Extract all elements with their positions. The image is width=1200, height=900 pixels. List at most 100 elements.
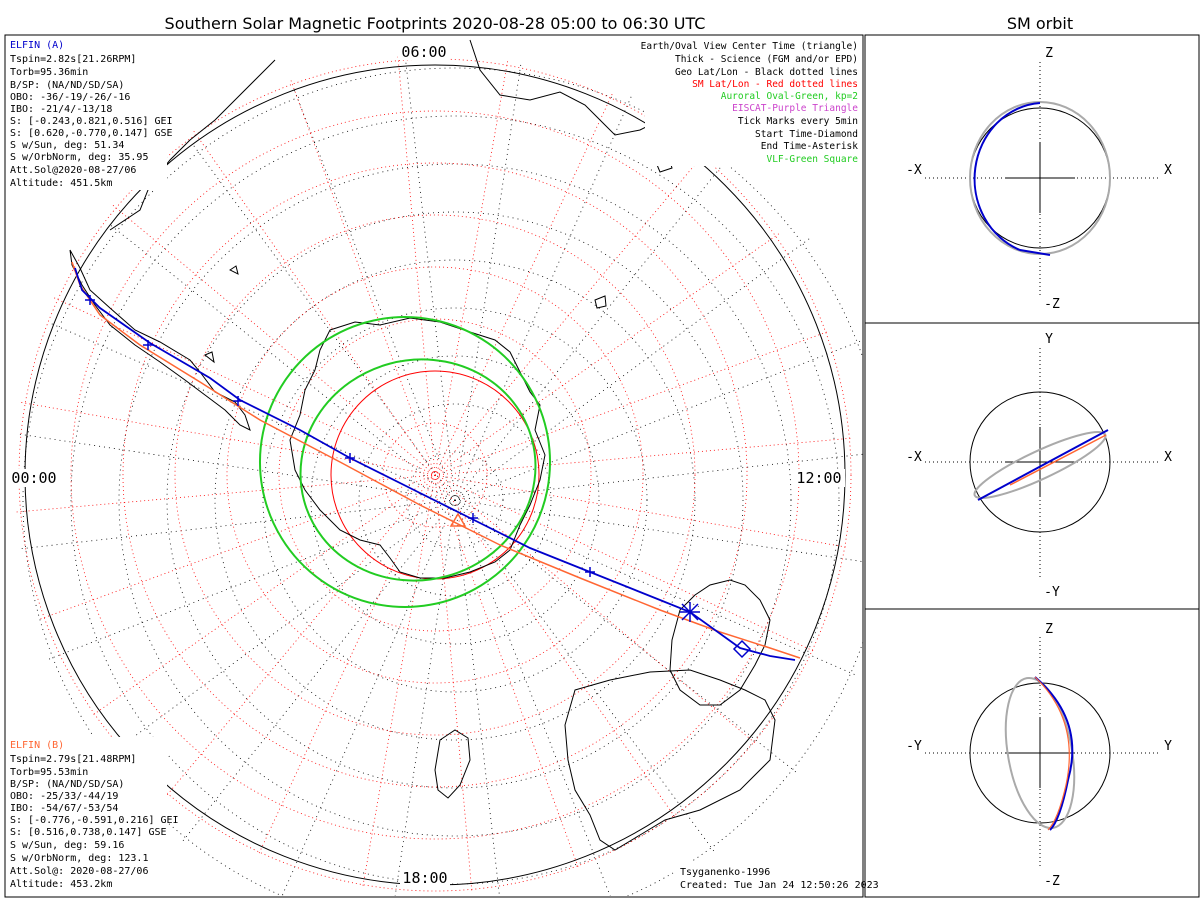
- label-left: -Y: [906, 739, 922, 754]
- elfin-b-info: ELFIN (B) Tspin=2.79s[21.48RPM] Torb=95.…: [7, 737, 179, 893]
- elfin-a-info: ELFIN (A) Tspin=2.82s[21.26RPM] Torb=95.…: [7, 37, 173, 190]
- geo-lat-circle: [22, 67, 863, 896]
- elfin-a-line-9: Att.Sol@2020-08-27/06: [10, 165, 136, 176]
- tick-plus-5: [143, 340, 153, 350]
- start-diamond-icon: [732, 639, 752, 659]
- sm-grid: [16, 56, 854, 894]
- geo-lat-circle: [70, 115, 840, 885]
- elfin-a-title: ELFIN (A): [10, 40, 64, 51]
- label-bottom: -Z: [1044, 297, 1060, 312]
- legend-item-6: Tick Marks every 5min: [738, 116, 858, 127]
- sm-lon-line: [21, 402, 849, 548]
- sm-lat-circle: [382, 422, 488, 528]
- geo-lat-circle: [358, 403, 552, 597]
- map-frame: [4, 34, 864, 898]
- sm-lon-line: [257, 94, 613, 856]
- geo-lat-circle: [262, 307, 648, 693]
- tick-plus-1: [345, 453, 355, 463]
- elfin-b-line-8: S w/OrbNorm, deg: 123.1: [10, 853, 148, 864]
- legend: Earth/Oval View Center Time (triangle) T…: [641, 38, 861, 166]
- footer-created: Created: Tue Jan 24 12:50:26 2023: [680, 880, 879, 891]
- label-bg-top: [398, 42, 450, 60]
- sm-lat-circle: [226, 266, 644, 684]
- sm-lat-circle: [18, 58, 852, 892]
- orbit-a: [977, 429, 1109, 501]
- sm-lon-line: [193, 130, 677, 820]
- orbit-a: [1034, 676, 1074, 831]
- time-label-top: 06:00: [401, 43, 446, 61]
- earth-outline: [969, 391, 1111, 533]
- elfin-b-path: [71, 261, 801, 659]
- end-asterisk-icon: [680, 602, 700, 622]
- geo-lat-circle: [406, 451, 504, 549]
- elfin-b-line-5: S: [-0.776,-0.591,0.216] GEI: [10, 815, 179, 826]
- auroral-oval-inner: [299, 358, 537, 582]
- legend-item-1: Thick - Science (FGM and/or EPD): [675, 54, 858, 65]
- elfin-a-line-8: S w/OrbNorm, deg: 35.95: [10, 152, 148, 163]
- orbit-b: [1009, 434, 1107, 486]
- elfin-b-line-9: Att.Sol@: 2020-08-27/06: [10, 866, 148, 877]
- sm-lat-circle: [278, 318, 592, 632]
- auroral-ovals: [259, 316, 551, 608]
- footer-model: Tsyganenko-1996: [680, 867, 770, 878]
- orbit-panel-yz: Z -Z -Y Y: [906, 622, 1172, 889]
- label-top: Y: [1045, 332, 1053, 347]
- elfin-b-line-7: S w/Sun, deg: 59.16: [10, 840, 124, 851]
- elfin-a-line-6: S: [0.620,-0.770,0.147] GSE: [10, 128, 173, 139]
- tick-plus-3: [585, 567, 595, 577]
- indian-ocean-islands: [204, 154, 673, 364]
- sm-lat-circle: [174, 214, 696, 736]
- time-label-left: 00:00: [11, 469, 56, 487]
- legend-item-0: Earth/Oval View Center Time (triangle): [641, 41, 858, 52]
- main-title: Southern Solar Magnetic Footprints 2020-…: [165, 14, 706, 33]
- geo-lon-line: [405, 62, 500, 896]
- sm-lat-circle: [122, 162, 748, 788]
- orbit-panel-xy: Y -Y -X X: [906, 332, 1172, 600]
- elfin-b-info-bg: [7, 737, 167, 893]
- time-label-bottom: 18:00: [402, 869, 447, 887]
- label-left: -X: [906, 163, 922, 178]
- geo-lon-line: [394, 64, 522, 896]
- legend-item-8: End Time-Asterisk: [761, 141, 859, 152]
- orbit-a: [973, 102, 1051, 256]
- orbit-b: [1034, 676, 1070, 831]
- elfin-a-path: [74, 267, 796, 661]
- geo-lon-line: [294, 90, 611, 896]
- elfin-b-line-0: Tspin=2.79s[21.48RPM]: [10, 754, 136, 765]
- geo-lat-circle: [214, 259, 696, 741]
- elfin-a-line-2: B/SP: (NA/ND/SD/SA): [10, 80, 124, 91]
- sm-lon-line: [362, 61, 508, 889]
- earth-outline: [969, 682, 1111, 824]
- label-bottom: -Z: [1044, 874, 1060, 889]
- africa-coast: [669, 579, 771, 706]
- legend-item-5: EISCAT-Purple Triangle: [732, 103, 858, 114]
- geo-grid: [17, 62, 863, 896]
- view-center-triangle-icon: [449, 512, 467, 527]
- elfin-b-track: [71, 261, 801, 659]
- geo-lat-circle: [118, 163, 792, 837]
- orbit-title: SM orbit: [1007, 14, 1073, 33]
- elfin-a-line-7: S w/Sun, deg: 51.34: [10, 140, 124, 151]
- legend-item-9: VLF-Green Square: [766, 154, 858, 165]
- tick-plus-6: [85, 295, 95, 305]
- legend-item-7: Start Time-Diamond: [755, 129, 858, 140]
- south-america-coast: [69, 249, 251, 431]
- geo-lon-line: [17, 453, 863, 550]
- elfin-a-line-5: S: [-0.243,0.821,0.516] GEI: [10, 116, 173, 127]
- label-bg-right: [795, 469, 845, 487]
- elfin-a-track: [74, 267, 796, 661]
- legend-item-3: SM Lat/Lon - Red dotted lines: [692, 79, 858, 90]
- geo-lon-line: [281, 96, 632, 896]
- time-label-right: 12:00: [796, 469, 841, 487]
- elfin-a-line-1: Torb=95.36min: [10, 67, 88, 78]
- antarctica-coast: [289, 317, 546, 579]
- geo-lat-circle: [166, 211, 744, 789]
- asia-coast: [469, 39, 661, 136]
- elfin-b-line-4: IBO: -54/67/-53/54: [10, 803, 118, 814]
- footer: Tsyganenko-1996 Created: Tue Jan 24 12:5…: [675, 862, 879, 894]
- elfin-a-info-bg: [7, 37, 167, 190]
- legend-item-4: Auroral Oval-Green, kp=2: [721, 91, 858, 102]
- south-america-inland: [109, 59, 276, 231]
- legend-bg: [645, 38, 861, 166]
